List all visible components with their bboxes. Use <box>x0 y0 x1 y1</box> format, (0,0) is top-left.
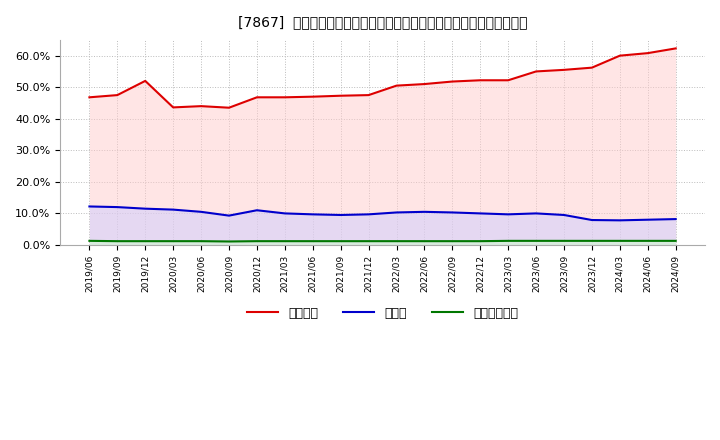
繰延税金資産 <box>197 238 205 244</box>
自己資本 <box>308 94 317 99</box>
のれん <box>392 210 401 215</box>
繰延税金資産 <box>588 238 596 243</box>
のれん <box>308 212 317 217</box>
自己資本 <box>392 83 401 88</box>
繰延税金資産 <box>364 238 373 244</box>
のれん <box>225 213 233 218</box>
のれん <box>281 211 289 216</box>
のれん <box>364 212 373 217</box>
繰延税金資産 <box>671 238 680 243</box>
繰延税金資産 <box>476 238 485 244</box>
自己資本 <box>588 65 596 70</box>
のれん <box>85 204 94 209</box>
のれん <box>644 217 652 222</box>
自己資本 <box>197 103 205 109</box>
のれん <box>588 217 596 223</box>
自己資本 <box>364 92 373 98</box>
のれん <box>253 208 261 213</box>
自己資本 <box>559 67 568 73</box>
のれん <box>616 218 624 223</box>
自己資本 <box>113 92 122 98</box>
自己資本 <box>448 79 456 84</box>
Line: 繰延税金資産: 繰延税金資産 <box>89 241 675 242</box>
自己資本 <box>85 95 94 100</box>
のれん <box>420 209 428 214</box>
自己資本 <box>253 95 261 100</box>
自己資本 <box>532 69 541 74</box>
自己資本 <box>281 95 289 100</box>
繰延税金資産 <box>336 238 345 244</box>
Legend: 自己資本, のれん, 繰延税金資産: 自己資本, のれん, 繰延税金資産 <box>242 302 523 325</box>
のれん <box>113 205 122 210</box>
繰延税金資産 <box>420 238 428 244</box>
繰延税金資産 <box>253 238 261 244</box>
自己資本 <box>476 77 485 83</box>
自己資本 <box>336 93 345 99</box>
Line: のれん: のれん <box>89 206 675 220</box>
繰延税金資産 <box>448 238 456 244</box>
のれん <box>336 213 345 218</box>
繰延税金資産 <box>392 238 401 244</box>
繰延税金資産 <box>644 238 652 243</box>
自己資本 <box>420 81 428 87</box>
Title: [7867]  自己資本、のれん、繰延税金資産の総資産に対する比率の推移: [7867] 自己資本、のれん、繰延税金資産の総資産に対する比率の推移 <box>238 15 527 29</box>
繰延税金資産 <box>225 239 233 244</box>
Line: 自己資本: 自己資本 <box>89 48 675 108</box>
繰延税金資産 <box>616 238 624 243</box>
繰延税金資産 <box>113 238 122 244</box>
繰延税金資産 <box>169 238 178 244</box>
繰延税金資産 <box>85 238 94 243</box>
のれん <box>476 211 485 216</box>
自己資本 <box>504 77 513 83</box>
自己資本 <box>225 105 233 110</box>
自己資本 <box>169 105 178 110</box>
のれん <box>559 213 568 218</box>
のれん <box>448 210 456 215</box>
のれん <box>141 206 150 211</box>
繰延税金資産 <box>281 238 289 244</box>
のれん <box>169 207 178 212</box>
繰延税金資産 <box>504 238 513 243</box>
繰延税金資産 <box>141 238 150 244</box>
自己資本 <box>616 53 624 59</box>
自己資本 <box>671 46 680 51</box>
繰延税金資産 <box>559 238 568 243</box>
のれん <box>197 209 205 214</box>
自己資本 <box>644 51 652 56</box>
のれん <box>532 211 541 216</box>
のれん <box>504 212 513 217</box>
自己資本 <box>141 78 150 84</box>
のれん <box>671 216 680 222</box>
繰延税金資産 <box>308 238 317 244</box>
繰延税金資産 <box>532 238 541 243</box>
